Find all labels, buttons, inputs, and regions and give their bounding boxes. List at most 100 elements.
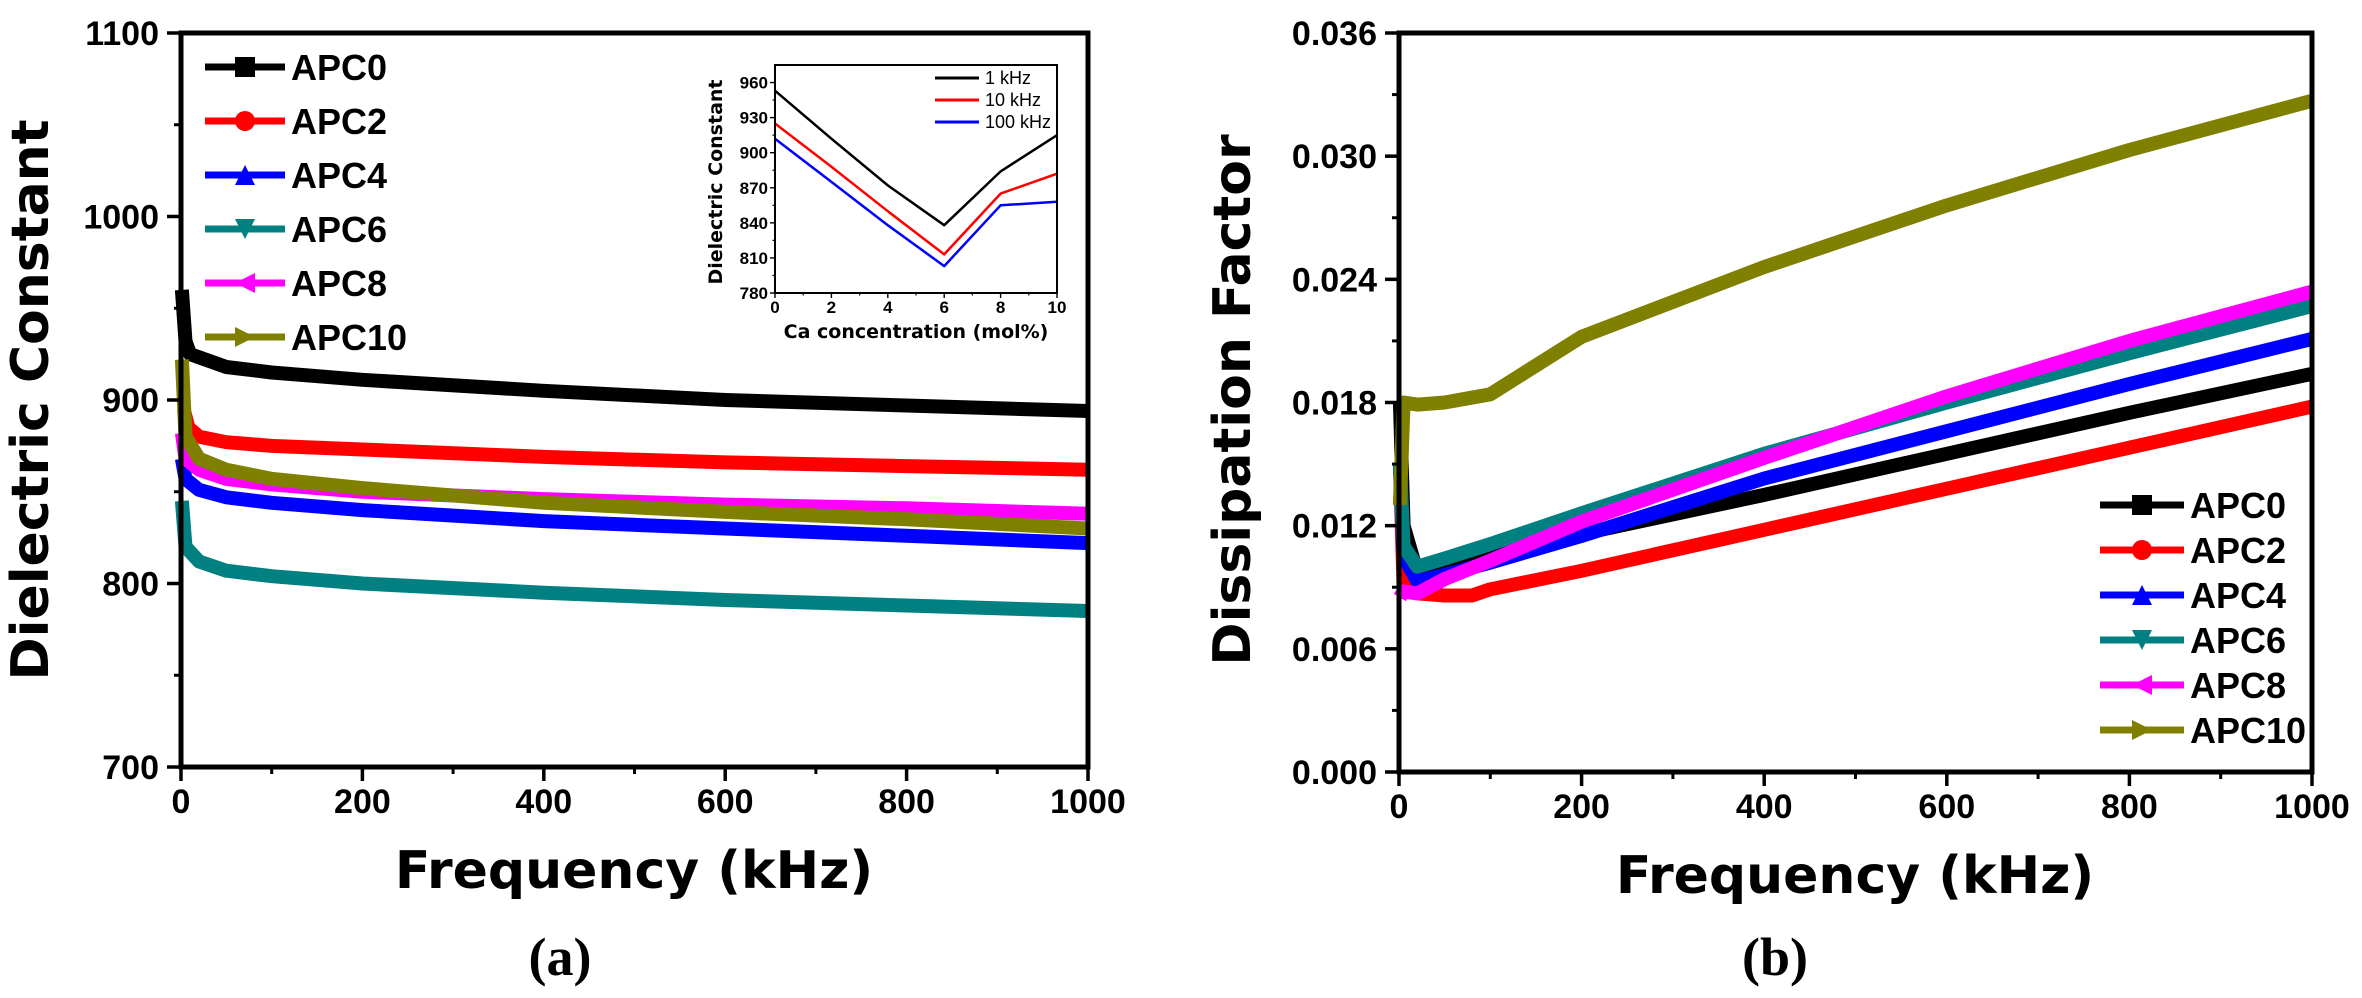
x-tick-label: 800 (2101, 788, 2158, 826)
series-line-10-khz (774, 122, 1058, 256)
y-tick-label: 1000 (83, 199, 159, 237)
y-tick-label: 840 (740, 214, 768, 233)
legend-label: APC6 (2190, 620, 2286, 661)
y-tick-label: 900 (740, 144, 768, 163)
x-tick-label: 400 (1736, 788, 1793, 826)
legend-item-apc10: APC10 (2100, 710, 2306, 751)
legend-label: APC2 (291, 101, 387, 142)
legend-marker-triangle-right (235, 327, 255, 347)
legend-marker-triangle-left (235, 273, 255, 293)
y-tick-label: 0.036 (1292, 15, 1377, 53)
y-tick-label: 800 (102, 566, 159, 604)
legend-label: APC6 (291, 209, 387, 250)
series-line-100-khz (774, 137, 1058, 268)
legend-label: APC10 (2190, 710, 2306, 751)
legend-item-1-khz: 1 kHz (935, 68, 1031, 88)
legend-item-apc4: APC4 (205, 155, 387, 196)
inset-ylabel: Dielectric Constant (705, 79, 727, 284)
legend-marker-square (2132, 495, 2152, 515)
panel-a-label: (a) (529, 927, 592, 987)
x-tick-label: 6 (939, 298, 948, 317)
y-tick-label: 700 (102, 749, 159, 787)
x-tick-label: 0 (172, 783, 191, 821)
series-line-apc2 (176, 407, 1089, 477)
legend-label: APC0 (2190, 485, 2286, 526)
legend-item-apc4: APC4 (2100, 575, 2286, 616)
y-tick-label: 0.000 (1292, 754, 1377, 792)
series-line-apc8 (1393, 284, 2314, 602)
x-tick-label: 10 (1048, 298, 1067, 317)
y-tick-label: 780 (740, 284, 768, 303)
legend-label: APC0 (291, 47, 387, 88)
x-tick-label: 4 (883, 298, 893, 317)
legend-item-apc0: APC0 (205, 47, 387, 88)
panel-a-xlabel: Frequency (kHz) (395, 841, 873, 901)
y-tick-label: 0.006 (1292, 631, 1377, 669)
legend-marker-triangle-left (2132, 675, 2152, 695)
y-tick-label: 900 (102, 382, 159, 420)
legend-item-apc0: APC0 (2100, 485, 2286, 526)
panel-b-ylabel: Dissipation Factor (1203, 134, 1263, 666)
legend-item-apc6: APC6 (2100, 620, 2286, 661)
legend-label: 1 kHz (985, 68, 1031, 88)
x-tick-label: 400 (515, 783, 572, 821)
legend-marker-circle (2132, 540, 2152, 560)
x-tick-label: 600 (1918, 788, 1975, 826)
series-line-1-khz (774, 89, 1058, 227)
legend-marker-triangle-down (2132, 630, 2152, 650)
legend-label: APC2 (2190, 530, 2286, 571)
legend-marker-triangle-up (2132, 585, 2152, 605)
legend-item-apc2: APC2 (2100, 530, 2286, 571)
y-tick-label: 0.024 (1292, 261, 1377, 299)
legend-label: APC4 (2190, 575, 2286, 616)
legend-item-100-khz: 100 kHz (935, 112, 1051, 132)
panel-b-dissipation-factor: 0 200 400 600 800 1000 0.000 0.006 0.012 0.018 0.0… (1292, 15, 2350, 826)
series-line-apc0 (174, 289, 1089, 418)
legend-label: APC8 (291, 263, 387, 304)
panel-b-xlabel: Frequency (kHz) (1616, 846, 2094, 906)
legend-marker-circle (235, 111, 255, 131)
y-tick-label: 1100 (85, 15, 159, 53)
legend-marker-triangle-right (2132, 720, 2152, 740)
y-tick-label: 0.012 (1292, 508, 1377, 546)
panel-b-label: (b) (1742, 927, 1808, 987)
legend-item-apc10: APC10 (205, 317, 407, 358)
legend-item-10-khz: 10 kHz (935, 90, 1041, 110)
x-tick-label: 2 (827, 298, 836, 317)
y-tick-label: 960 (740, 74, 768, 93)
y-tick-label: 810 (740, 249, 768, 268)
series-line-apc6 (174, 500, 1089, 618)
series-line-apc4 (175, 457, 1089, 551)
legend-item-apc8: APC8 (205, 263, 387, 304)
x-tick-label: 1000 (2274, 788, 2350, 826)
series-line-apc10 (1392, 93, 2314, 506)
x-tick-label: 1000 (1050, 783, 1126, 821)
legend-label: 100 kHz (985, 112, 1051, 132)
x-tick-label: 200 (334, 783, 391, 821)
y-tick-label: 0.018 (1292, 385, 1377, 423)
inset-xlabel: Ca concentration (mol%) (784, 321, 1049, 343)
x-tick-label: 200 (1553, 788, 1610, 826)
x-tick-label: 0 (1390, 788, 1409, 826)
legend-label: APC4 (291, 155, 387, 196)
x-tick-label: 8 (996, 298, 1005, 317)
y-tick-label: 0.030 (1292, 138, 1377, 176)
legend-label: 10 kHz (985, 90, 1041, 110)
legend-item-apc2: APC2 (205, 101, 387, 142)
series-line-apc6 (1392, 299, 2314, 574)
x-tick-label: 0 (770, 298, 779, 317)
legend-label: APC10 (291, 317, 407, 358)
y-tick-label: 930 (740, 109, 768, 128)
legend-marker-triangle-down (235, 219, 255, 239)
legend-marker-square (235, 57, 255, 77)
legend-label: APC8 (2190, 665, 2286, 706)
panel-a-ylabel: Dielectric Constant (1, 119, 61, 680)
x-tick-label: 600 (697, 783, 754, 821)
legend-item-apc6: APC6 (205, 209, 387, 250)
legend-item-apc8: APC8 (2100, 665, 2286, 706)
x-tick-label: 800 (878, 783, 935, 821)
legend-marker-triangle-up (235, 165, 255, 185)
panel-a-dielectric-constant: 0 200 400 600 800 1000 700 800 900 1000 1100 APC0 AP… (83, 15, 1125, 821)
